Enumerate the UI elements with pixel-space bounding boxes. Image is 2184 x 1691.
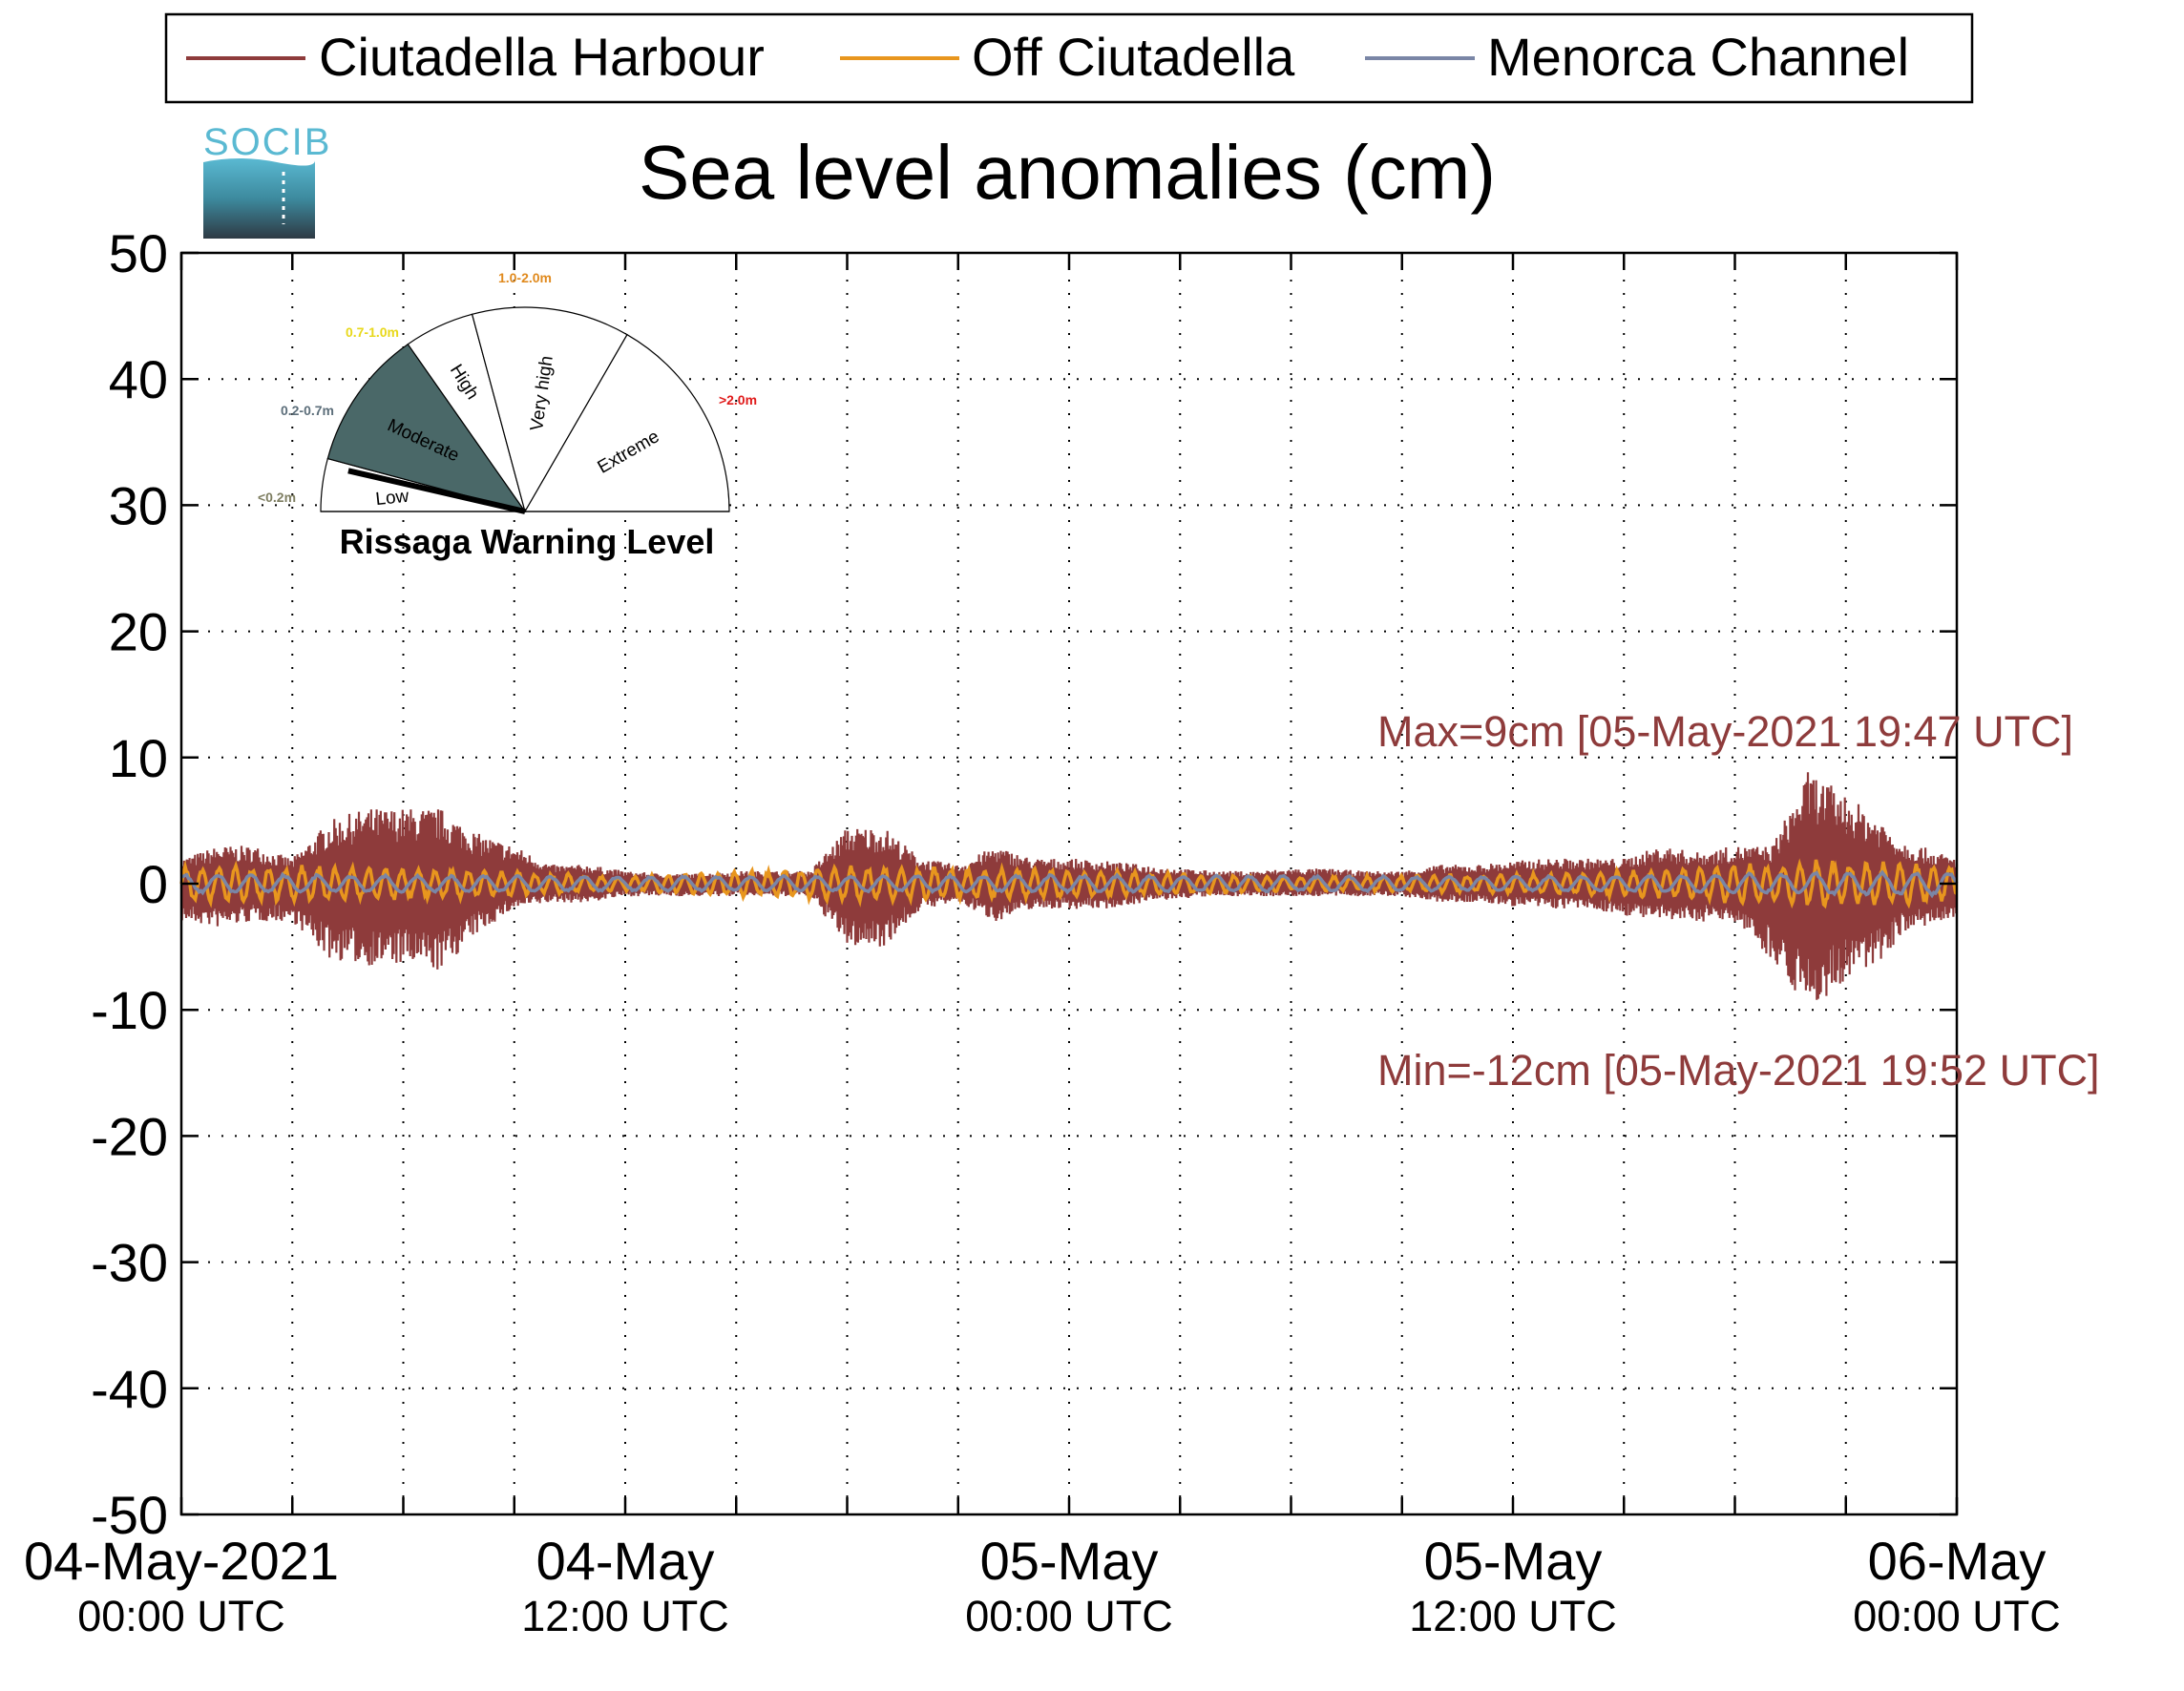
y-tick-label: 50 [109, 223, 168, 283]
gauge-range-moderate: 0.2-0.7m [281, 403, 334, 418]
x-tick-label: 04-May [536, 1531, 715, 1591]
gauge-range-very-high: 1.0-2.0m [498, 270, 552, 285]
y-tick-label: -50 [91, 1485, 168, 1545]
x-tick-label: 04-May-2021 [24, 1531, 339, 1591]
x-tick-label: 05-May [1424, 1531, 1603, 1591]
rissaga-gauge: Low Moderate High Very high Extreme <0.2… [258, 270, 757, 561]
logo-text: SOCIB [203, 121, 331, 163]
x-tick-sublabel: 00:00 UTC [965, 1592, 1173, 1640]
gauge-sector-extreme [523, 333, 730, 512]
x-tick-label: 05-May [980, 1531, 1159, 1591]
logo-wave-icon [203, 158, 315, 239]
ticks-layer: 50403020100-10-20-30-40-5004-May-202100:… [24, 223, 2061, 1640]
legend-label-off-ciutadella: Off Ciutadella [972, 27, 1295, 87]
gauge-title: Rissaga Warning Level [340, 522, 715, 561]
y-tick-label: 40 [109, 349, 168, 409]
x-tick-sublabel: 00:00 UTC [77, 1592, 285, 1640]
y-tick-label: -30 [91, 1233, 168, 1293]
y-tick-label: -10 [91, 980, 168, 1040]
gauge-needle [347, 468, 526, 514]
legend: Ciutadella Harbour Off Ciutadella Menorc… [164, 12, 1974, 104]
series-line-menorca-channel [180, 869, 1959, 899]
y-tick-label: 30 [109, 475, 168, 535]
gauge-range-extreme: >2.0m [719, 392, 757, 407]
gauge-sector-moderate [326, 343, 527, 513]
y-tick-label: 20 [109, 602, 168, 662]
x-tick-sublabel: 12:00 UTC [521, 1592, 729, 1640]
y-tick-label: 0 [138, 854, 168, 914]
x-tick-sublabel: 00:00 UTC [1853, 1592, 2061, 1640]
chart-title: Sea level anomalies (cm) [639, 130, 1496, 215]
plot-area: 50403020100-10-20-30-40-5004-May-202100:… [24, 223, 2061, 1640]
gauge-range-high: 0.7-1.0m [346, 324, 399, 340]
gauge-range-low: <0.2m [258, 490, 296, 505]
x-tick-sublabel: 12:00 UTC [1409, 1592, 1617, 1640]
gauge-label-low: Low [374, 487, 410, 511]
legend-box [164, 12, 1974, 104]
socib-logo: SOCIB [203, 121, 331, 239]
y-tick-label: 10 [109, 728, 168, 788]
legend-label-menorca-channel: Menorca Channel [1487, 27, 1909, 87]
x-tick-label: 06-May [1868, 1531, 2047, 1591]
legend-label-ciutadella-harbour: Ciutadella Harbour [319, 27, 765, 87]
series-layer [179, 772, 1959, 1000]
max-annotation: Max=9cm [05-May-2021 19:47 UTC] [1377, 707, 2073, 756]
min-annotation: Min=-12cm [05-May-2021 19:52 UTC] [1377, 1046, 2100, 1095]
gauge-sector-very-high [471, 306, 628, 513]
y-tick-label: -40 [91, 1359, 168, 1419]
y-tick-label: -20 [91, 1106, 168, 1166]
